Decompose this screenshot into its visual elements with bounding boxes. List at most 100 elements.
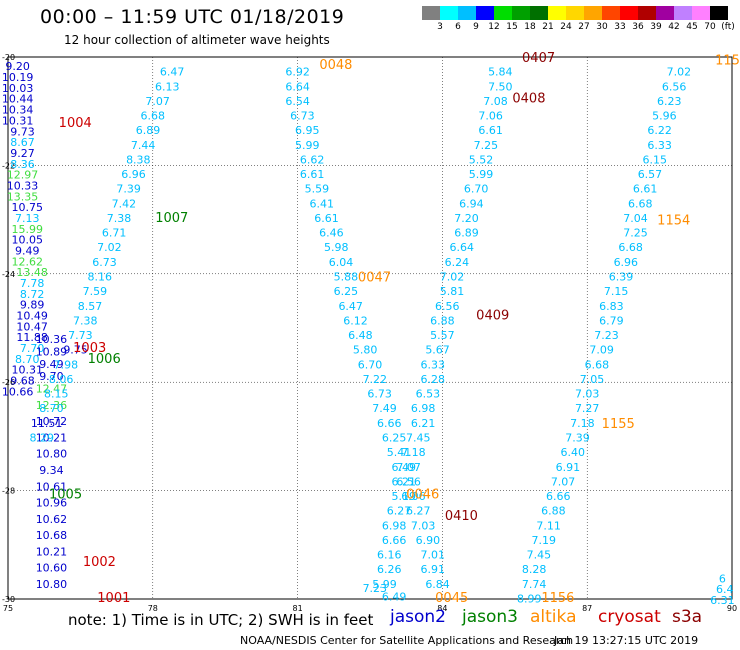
wave-height-value: 6.68 [141,110,166,123]
wave-height-value: 6.70 [358,358,383,371]
wave-height-value: 6.12 [343,314,368,327]
wave-height-value: 7.07 [396,461,421,474]
color-scale-label: 45 [686,22,698,32]
pass-time-label: 1007 [155,211,188,226]
wave-height-value: 7.59 [83,285,108,298]
pass-time-label: 0409 [476,308,509,323]
color-scale-swatch [620,6,638,20]
wave-height-value: 6.84 [425,578,450,591]
wave-height-value: 6.27 [387,505,412,518]
wave-height-value: 6.64 [285,80,310,93]
wave-height-value: 10.03 [2,82,34,95]
wave-height-value: 9.89 [20,299,45,312]
wave-height-value: 5.96 [652,110,677,123]
wave-height-value: 7.50 [488,80,513,93]
wave-height-value: 5.57 [430,329,455,342]
wave-height-value: 6.21 [411,417,436,430]
pass-time-label: 1002 [83,555,116,570]
wave-height-value: 7.01 [420,549,445,562]
wave-height-value: 5.41 [387,446,412,459]
wave-height-value: 5.88 [334,271,359,284]
color-scale-label: 70 [704,22,716,32]
wave-height-value: 6.49 [392,461,417,474]
wave-height-value: 10.31 [12,364,44,377]
map-subtitle: 12 hour collection of altimeter wave hei… [64,33,330,47]
wave-height-value: 10.21 [36,431,68,444]
legend-item-jason3: jason3 [462,607,518,627]
wave-height-value: 5.99 [469,168,494,181]
wave-height-value: 10.66 [2,385,34,398]
longitude-tick-label: 90 [727,604,737,613]
wave-height-value: 6.33 [420,358,445,371]
wave-height-value: 6.71 [102,227,127,240]
wave-height-value: 7.25 [474,139,499,152]
wave-height-value: 5.67 [425,344,450,357]
wave-height-value: 5.99 [295,139,320,152]
wave-height-value: 6.04 [329,256,354,269]
wave-height-value: 7.23 [594,329,619,342]
color-scale-swatch [674,6,692,20]
wave-height-value: 6.28 [420,373,445,386]
color-scale-swatch [638,6,656,20]
wave-height-value: 7.98 [54,358,79,371]
wave-height-value: 7.45 [406,431,431,444]
color-scale-label: 21 [542,22,554,32]
wave-height-value: 6.61 [478,124,503,137]
wave-height-value: 6.61 [314,212,339,225]
wave-height-value: 6.56 [662,80,687,93]
legend-item-cryosat: cryosat [598,607,661,627]
longitude-tick-label: 87 [582,604,592,613]
wave-height-value: 8.67 [10,136,35,149]
wave-height-value: 6.68 [585,358,610,371]
wave-height-value: 6.27 [406,505,431,518]
wave-height-value: 7.07 [551,475,576,488]
map-axis-labels: 75 78 81 84 87 90 -20 -22 -24 -26 -28 -30 [2,53,737,613]
color-scale-swatch [710,6,728,20]
wave-height-value: 6.13 [155,80,180,93]
wave-height-value: 6.49 [382,590,407,603]
wave-height-value: 6.54 [285,95,310,108]
wave-height-value: 10.80 [36,578,68,591]
wave-height-value: 10.36 [36,333,68,346]
longitude-tick-label: 84 [437,604,447,613]
wave-height-value: 7.18 [570,417,595,430]
footer-credit: NOAA/NESDIS Center for Satellite Applica… [240,634,574,647]
wave-height-value: 6.83 [599,300,624,313]
wave-height-value: 7.11 [536,519,561,532]
wave-height-value: 6.89 [454,227,479,240]
wave-height-value: 6.73 [290,110,315,123]
wave-height-value: 8.70 [15,353,40,366]
color-scale-swatch [530,6,548,20]
color-scale-swatch [548,6,566,20]
wave-height-value: 5.19 [392,490,417,503]
wave-height-value: 7.74 [522,578,547,591]
wave-height-value: 6.47 [338,300,363,313]
color-scale-swatch [566,6,584,20]
wave-height-value: 6.46 [319,227,344,240]
wave-height-value: 6.88 [430,314,455,327]
color-scale-swatch [602,6,620,20]
wave-height-value: 7.39 [565,431,590,444]
wave-height-value: 10.33 [7,179,39,192]
wave-height-value: 12.62 [12,255,44,268]
color-scale-label: 3 [437,22,443,32]
pass-time-label: 0408 [512,92,545,107]
wave-height-value: 7.49 [372,402,397,415]
wave-height-value: 10.19 [2,71,34,84]
wave-height-value: 6.25 [334,285,359,298]
color-scale-swatch [656,6,674,20]
map-grid [8,57,732,599]
wave-height-value: 10.60 [36,562,68,575]
latitude-tick-label: -24 [2,270,15,279]
pass-time-label: 1004 [59,116,92,131]
color-scale-swatch [476,6,494,20]
pass-time-label: 1001 [97,591,130,606]
wave-height-value: 6.79 [599,314,624,327]
wave-height-value: 6.21 [392,475,417,488]
wave-height-values: 9.2010.1910.0310.4410.3410.319.738.679.2… [2,60,735,607]
color-scale-label: 33 [614,22,626,32]
wave-height-value: 10.61 [36,480,68,493]
wave-height-value: 10.96 [36,497,68,510]
legend-item-altika: altika [530,607,577,627]
wave-height-value: 10.44 [2,93,34,106]
